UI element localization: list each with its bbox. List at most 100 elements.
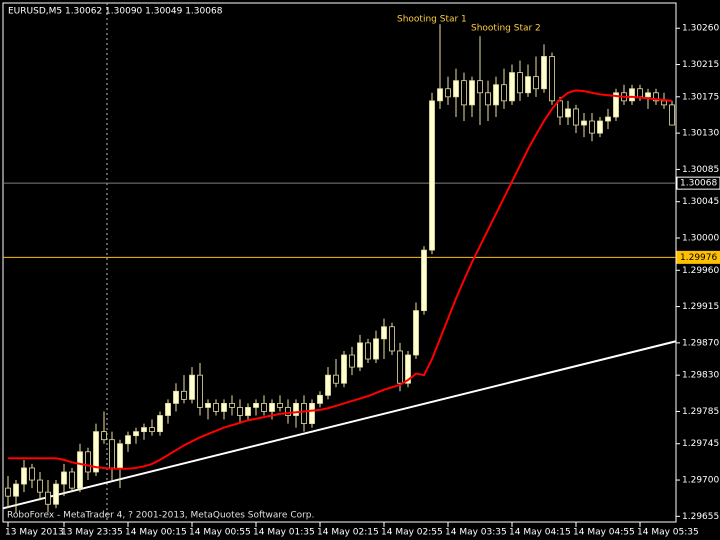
x-tick-label: 14 May 05:35 xyxy=(637,528,699,538)
y-tick-label: 1.29655 xyxy=(682,512,719,522)
candle-body xyxy=(485,92,491,106)
candle-body xyxy=(53,483,59,505)
candle-body xyxy=(613,92,619,118)
candle-body xyxy=(45,491,51,505)
candle-body xyxy=(477,80,483,94)
candle-body xyxy=(85,451,91,473)
chart-header: EURUSD,M5 1.30062 1.30090 1.30049 1.3006… xyxy=(8,7,223,17)
candle-body xyxy=(453,80,459,98)
candle-body xyxy=(637,88,643,98)
y-tick-label: 1.29745 xyxy=(682,439,719,449)
trendline xyxy=(2,340,677,510)
candle-body xyxy=(77,451,83,489)
candle-body xyxy=(61,471,67,485)
y-tick-label: 1.29870 xyxy=(682,338,719,348)
candle-body xyxy=(285,407,291,416)
candle-body xyxy=(253,403,259,408)
candle-body xyxy=(293,403,299,416)
candle-body xyxy=(645,92,651,98)
candle-body xyxy=(101,431,107,441)
candle-body xyxy=(397,350,403,384)
y-tick-label: 1.30175 xyxy=(682,92,719,102)
candle-body xyxy=(277,403,283,408)
y-tick-label: 1.30085 xyxy=(682,165,719,175)
x-tick-label: 14 May 04:15 xyxy=(509,528,571,538)
candle-body xyxy=(21,467,27,485)
candle-body xyxy=(437,88,443,102)
candle-body xyxy=(581,120,587,126)
candle-body xyxy=(205,403,211,408)
candle-body xyxy=(13,483,19,497)
level-label-box xyxy=(676,176,720,190)
y-tick-label: 1.30000 xyxy=(682,234,719,244)
level-label-box xyxy=(676,250,720,264)
candle-body xyxy=(37,479,43,493)
candle-body xyxy=(421,249,427,312)
candle-body xyxy=(533,76,539,90)
candle-body xyxy=(653,92,659,102)
candle-body xyxy=(221,403,227,412)
candle-body xyxy=(629,88,635,102)
candle-body xyxy=(405,354,411,384)
candle-body xyxy=(237,407,243,416)
y-tick-label: 1.30130 xyxy=(682,129,719,139)
x-tick-label: 14 May 00:15 xyxy=(125,528,187,538)
candle-body xyxy=(69,471,75,489)
candle-body xyxy=(669,104,675,126)
candle-body xyxy=(149,427,155,433)
candle-body xyxy=(445,88,451,98)
candle-body xyxy=(181,390,187,400)
candle-body xyxy=(173,390,179,404)
candle-body xyxy=(469,80,475,106)
candle-body xyxy=(301,403,307,424)
candle-body xyxy=(557,100,563,118)
y-tick-label: 1.30260 xyxy=(682,24,719,34)
candle-body xyxy=(197,374,203,408)
y-tick-label: 1.30215 xyxy=(682,60,719,70)
candle-body xyxy=(109,439,115,469)
candle-body xyxy=(389,326,395,352)
x-tick-label: 14 May 00:55 xyxy=(189,528,251,538)
x-tick-label: 14 May 03:35 xyxy=(445,528,507,538)
annotation: Shooting Star 1 xyxy=(397,15,467,25)
y-tick-label: 1.29830 xyxy=(682,371,719,381)
x-tick-label: 14 May 04:55 xyxy=(573,528,635,538)
candle-body xyxy=(517,72,523,94)
candle-body xyxy=(29,467,35,481)
x-tick-label: 13 May 23:35 xyxy=(61,528,123,538)
candle-body xyxy=(141,427,147,433)
plot-frame xyxy=(2,2,677,523)
x-tick-label: 14 May 02:15 xyxy=(317,528,379,538)
candle-body xyxy=(189,374,195,400)
y-tick-label: 1.29915 xyxy=(682,302,719,312)
candle-body xyxy=(5,487,11,497)
candle-body xyxy=(661,100,667,106)
candle-body xyxy=(229,403,235,408)
x-tick-label: 14 May 02:55 xyxy=(381,528,443,538)
level-label: 1.29976 xyxy=(680,253,717,263)
level-label: 1.30068 xyxy=(680,179,717,189)
candle-body xyxy=(429,100,435,251)
candle-body xyxy=(133,431,139,437)
footer: RoboForex - MetaTrader 4, ? 2001-2013, M… xyxy=(7,511,314,521)
candle-body xyxy=(125,435,131,445)
y-tick-label: 1.29960 xyxy=(682,266,719,276)
candle-body xyxy=(461,80,467,106)
x-tick-label: 14 May 01:35 xyxy=(253,528,315,538)
x-tick-label: 13 May 2013 xyxy=(5,528,64,538)
candle-body xyxy=(501,84,507,102)
y-tick-label: 1.29785 xyxy=(682,407,719,417)
candle-body xyxy=(541,56,547,90)
candle-body xyxy=(381,326,387,340)
candle-body xyxy=(317,394,323,404)
candle-body xyxy=(157,415,163,433)
candle-body xyxy=(213,403,219,412)
candle-body xyxy=(165,403,171,416)
candle-body xyxy=(565,108,571,118)
candle-body xyxy=(373,338,379,360)
candle-body xyxy=(93,431,99,473)
candle-body xyxy=(605,116,611,122)
moving-average xyxy=(8,89,673,470)
candle-body xyxy=(549,56,555,102)
candle-body xyxy=(349,354,355,368)
